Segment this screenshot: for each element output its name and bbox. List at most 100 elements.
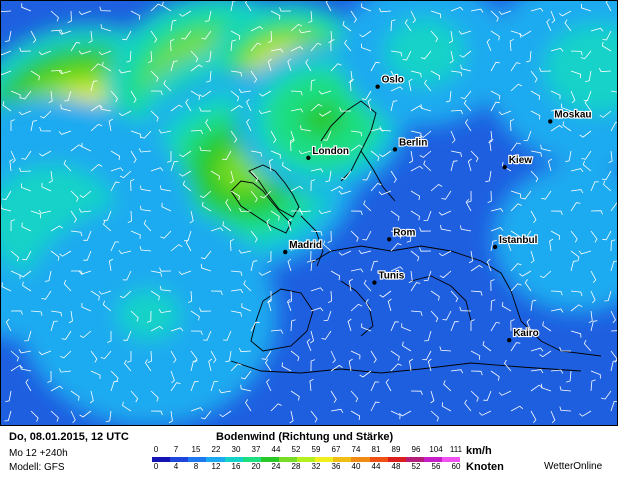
wind-barb <box>460 225 472 232</box>
wind-barb <box>590 290 596 304</box>
wind-barb <box>261 350 272 360</box>
city-dot <box>392 147 398 152</box>
scale-tick: 30 <box>231 445 241 454</box>
wind-barb <box>200 263 212 272</box>
wind-barb <box>562 121 572 132</box>
wind-barb <box>90 164 103 172</box>
city-kiew[interactable]: Kiew <box>502 154 533 170</box>
wind-barb <box>119 170 132 179</box>
wind-barb <box>185 238 192 252</box>
wind-barb <box>130 390 139 403</box>
city-tunis[interactable]: Tunis <box>372 269 406 285</box>
legend-title: Bodenwind (Richtung und Stärke) <box>216 431 394 443</box>
wind-barb <box>590 230 598 243</box>
wind-barb <box>530 250 535 264</box>
wind-barb <box>182 180 192 192</box>
wind-barb <box>427 358 432 372</box>
wind-barb <box>230 39 237 52</box>
wind-barb <box>170 39 175 52</box>
wind-barb <box>185 99 192 112</box>
wind-barb <box>570 304 583 312</box>
wind-barb <box>490 299 496 312</box>
wind-barb <box>240 384 252 392</box>
wind-barb <box>379 290 392 298</box>
wind-barb <box>610 202 617 212</box>
wind-barb <box>348 358 353 372</box>
wind-barb <box>287 258 292 272</box>
city-kairo[interactable]: Kairo <box>507 327 540 343</box>
wind-barb <box>50 10 59 22</box>
wind-barb <box>250 190 258 203</box>
wind-barb <box>290 23 303 32</box>
wind-barb <box>21 150 32 160</box>
wind-barb <box>610 400 617 412</box>
city-madrid[interactable]: Madrid <box>283 239 323 255</box>
city-istanbul[interactable]: Istanbul <box>492 234 539 250</box>
city-oslo[interactable]: Oslo <box>375 74 405 89</box>
wind-barb <box>61 330 72 340</box>
color-swatch <box>387 457 406 462</box>
wind-barb <box>270 403 282 412</box>
scale-tick: 32 <box>311 462 321 471</box>
wind-barb <box>1 204 12 212</box>
unit-kmh: km/h <box>466 445 492 457</box>
wind-barb <box>139 205 152 212</box>
wind-barb <box>170 19 177 32</box>
wind-barb <box>18 110 32 116</box>
wind-barb <box>38 50 52 56</box>
wind-barb <box>498 10 512 15</box>
wind-barb <box>267 58 272 72</box>
wind-barb <box>459 306 472 312</box>
wind-barb <box>309 378 314 392</box>
wind-barb <box>610 90 617 93</box>
city-dot <box>387 237 392 242</box>
city-london[interactable]: London <box>306 145 350 161</box>
wind-barb <box>190 90 201 101</box>
wind-barb <box>210 350 217 364</box>
city-berlin[interactable]: Berlin <box>392 136 428 152</box>
wind-barb <box>122 270 132 281</box>
wind-barb <box>21 222 32 232</box>
wind-map[interactable]: Oslo Moskau London Berlin Kiew Istanbul Madrid… <box>0 0 618 426</box>
wind-barb <box>482 340 492 352</box>
wind-barb <box>103 220 112 232</box>
wind-barb <box>510 142 521 152</box>
wind-barb <box>420 50 432 60</box>
scale-tick: 44 <box>371 462 381 471</box>
wind-barb <box>610 310 616 324</box>
wind-barb <box>510 405 524 412</box>
wind-barb <box>610 121 617 132</box>
city-moskau[interactable]: Moskau <box>548 108 593 124</box>
wind-barb <box>222 150 232 161</box>
scale-tick: 52 <box>411 462 421 471</box>
wind-barb <box>30 70 40 81</box>
wind-barb <box>338 250 352 256</box>
wind-barb <box>83 250 92 261</box>
wind-barb <box>230 90 240 102</box>
wind-barb <box>170 244 183 252</box>
wind-barb <box>60 104 72 112</box>
wind-barb <box>470 390 479 402</box>
scale-tick: 7 <box>173 445 179 454</box>
wind-barb <box>359 30 372 38</box>
city-rom[interactable]: Rom <box>387 226 417 242</box>
wind-barb <box>150 270 162 277</box>
wind-barb <box>281 362 292 372</box>
wind-barb <box>463 99 472 112</box>
wind-barb <box>559 386 572 392</box>
wind-barb <box>581 150 592 160</box>
wind-barb <box>50 69 64 75</box>
wind-barb <box>580 50 592 60</box>
wind-barb <box>525 50 532 63</box>
wind-barb <box>200 250 212 260</box>
wind-barb <box>50 410 59 422</box>
wind-barb <box>526 318 532 332</box>
wind-barb <box>118 110 132 117</box>
wind-barb <box>1 10 12 13</box>
wind-barb <box>58 130 72 135</box>
wind-barb <box>406 230 412 243</box>
wind-barb <box>5 318 12 332</box>
wind-barb <box>267 298 272 312</box>
scale-tick: 59 <box>311 445 321 454</box>
wind-barb <box>490 10 499 22</box>
